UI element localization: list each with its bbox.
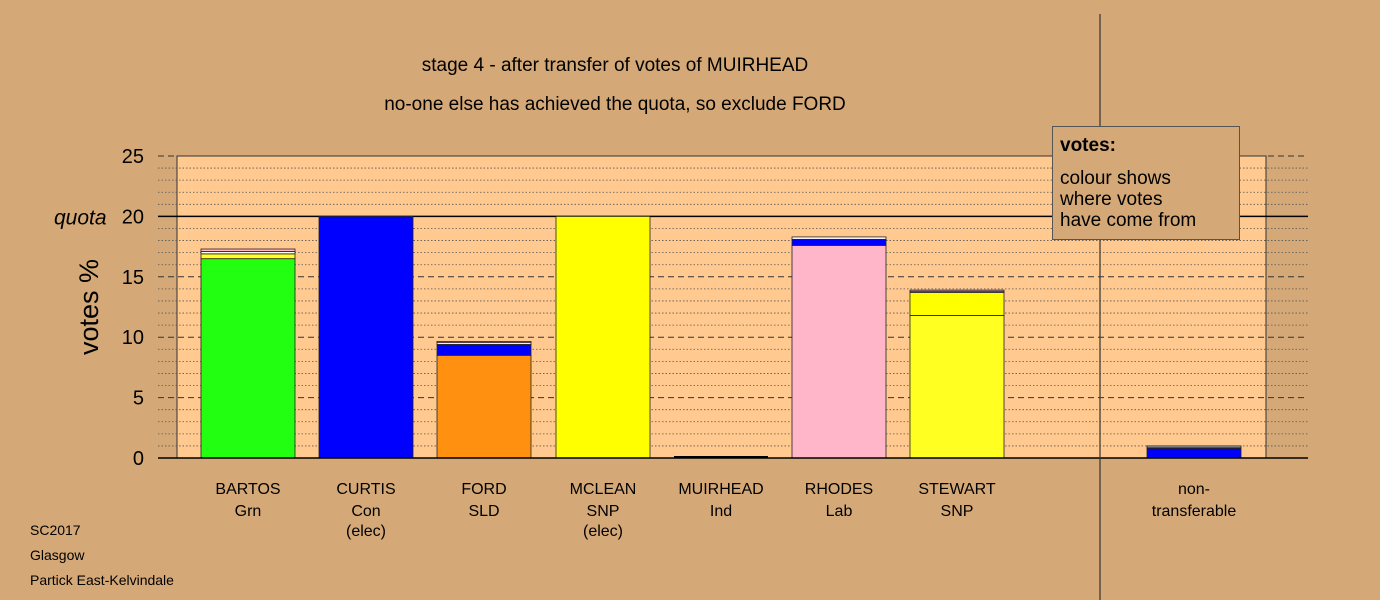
y-tick-label: 0 xyxy=(133,448,144,470)
legend-line: where votes xyxy=(1060,189,1163,210)
source-election: SC2017 xyxy=(30,522,81,538)
y-tick-label: 5 xyxy=(133,388,144,410)
y-tick-label: 25 xyxy=(122,146,144,168)
x-tick-label-party: SNP xyxy=(941,503,974,520)
x-tick-label-party: Lab xyxy=(826,503,853,520)
bar-segment xyxy=(909,289,1005,292)
bar-segment xyxy=(791,236,887,240)
bar-segment xyxy=(436,344,532,356)
x-tick-label-name: MUIRHEAD xyxy=(678,481,763,498)
bar-segment xyxy=(791,238,887,246)
x-tick-label-note: (elec) xyxy=(583,523,623,540)
bar-segment xyxy=(1146,445,1242,448)
bar-segment xyxy=(555,215,651,459)
x-tick-label-party: Grn xyxy=(235,503,262,520)
bar-segment xyxy=(909,315,1005,459)
x-tick-label-name: CURTIS xyxy=(336,481,395,498)
x-tick-label-name: FORD xyxy=(461,481,506,498)
x-tick-label-party: transferable xyxy=(1152,503,1237,520)
x-tick-label-party: Ind xyxy=(710,503,732,520)
bar-segment xyxy=(318,215,414,459)
y-axis-label: votes % xyxy=(74,259,104,355)
chart-title: stage 4 - after transfer of votes of MUI… xyxy=(421,55,809,76)
x-tick-label-party: SNP xyxy=(587,503,620,520)
x-tick-label-party: Con xyxy=(351,503,380,520)
x-tick-label-name: MCLEAN xyxy=(570,481,637,498)
x-tick-label-name: STEWART xyxy=(918,481,996,498)
bar-segment xyxy=(1146,447,1242,459)
source-council: Glasgow xyxy=(30,547,85,563)
source-ward: Partick East-Kelvindale xyxy=(30,572,174,588)
bar-segment xyxy=(200,253,296,260)
bar-segment xyxy=(791,244,887,459)
legend-line: have come from xyxy=(1060,210,1197,231)
legend-heading: votes: xyxy=(1060,135,1116,156)
legend-box: votes: colour shows where votes have com… xyxy=(1052,126,1240,240)
y-tick-label: 10 xyxy=(122,327,144,349)
bar-segment xyxy=(200,258,296,459)
bar-segment xyxy=(200,248,296,252)
x-tick-label-note: (elec) xyxy=(346,523,386,540)
chart-subtitle: no-one else has achieved the quota, so e… xyxy=(384,94,846,115)
y-tick-label: 20 xyxy=(122,206,144,228)
x-tick-label-name: RHODES xyxy=(805,481,873,498)
y-tick-label: 15 xyxy=(122,267,144,289)
bar-segment xyxy=(909,292,1005,316)
x-tick-label-party: SLD xyxy=(468,503,499,520)
x-tick-label-name: BARTOS xyxy=(215,481,280,498)
bar-segment xyxy=(436,354,532,459)
x-tick-label-name: non- xyxy=(1178,481,1210,498)
bar-segment xyxy=(436,341,532,344)
legend-line: colour shows xyxy=(1060,168,1171,189)
quota-label: quota xyxy=(54,206,107,229)
